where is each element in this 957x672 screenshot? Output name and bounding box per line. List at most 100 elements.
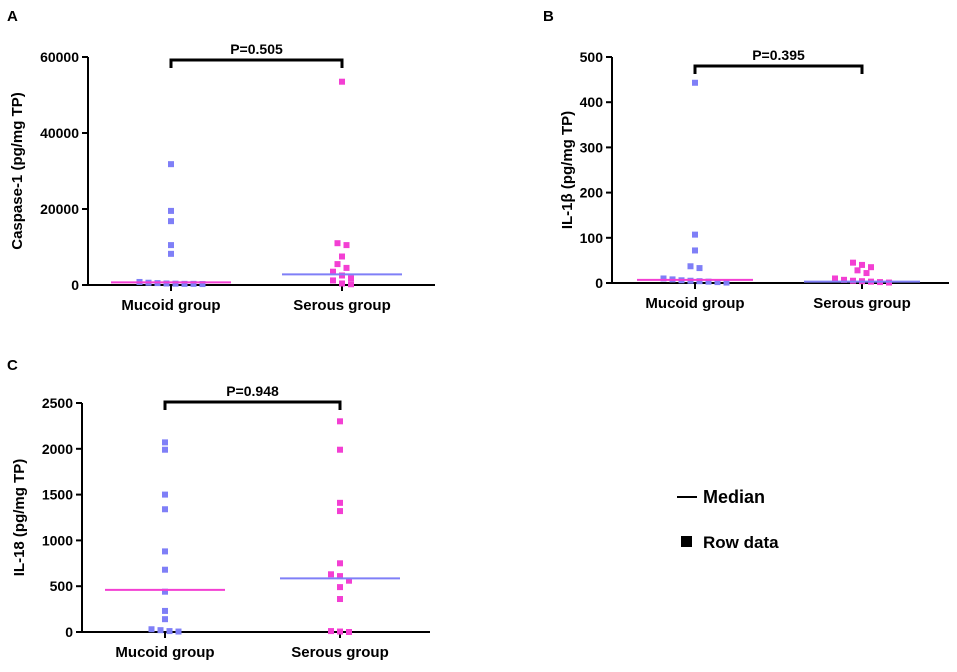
significance-bracket	[169, 58, 344, 68]
data-point-serous	[337, 508, 343, 515]
data-point-serous	[841, 276, 847, 283]
data-point-serous	[330, 277, 336, 284]
data-point-serous	[854, 267, 861, 274]
y-tick-label: 100	[580, 230, 604, 246]
data-point-serous	[339, 78, 345, 85]
x-category-label: Serous group	[291, 644, 389, 661]
data-point-mucoid	[162, 607, 168, 614]
data-point-mucoid	[168, 207, 174, 214]
data-point-serous	[850, 259, 856, 266]
data-point-serous	[343, 264, 350, 271]
x-category-label: Mucoid group	[121, 297, 220, 314]
y-tick-label: 500	[50, 578, 74, 594]
data-point-serous	[334, 261, 341, 268]
data-point-mucoid	[660, 275, 667, 282]
y-tick-label: 500	[580, 49, 604, 65]
data-point-serous	[346, 629, 352, 635]
significance-bracket	[163, 400, 342, 410]
data-point-serous	[346, 577, 352, 584]
data-point-mucoid	[162, 588, 168, 595]
y-axis-title: Caspase-1 (pg/mg TP)	[9, 92, 26, 250]
data-point-mucoid	[168, 250, 174, 257]
data-point-serous	[337, 418, 343, 425]
data-point-mucoid	[166, 628, 173, 635]
y-tick-label: 200	[580, 185, 604, 201]
legend-median-label: Median	[703, 487, 765, 507]
data-point-mucoid	[162, 506, 168, 513]
data-point-mucoid	[199, 281, 206, 288]
y-tick-label: 20000	[40, 201, 79, 217]
p-value-label: P=0.948	[226, 383, 279, 399]
data-point-serous	[868, 264, 874, 271]
x-category-label: Mucoid group	[645, 295, 744, 312]
y-tick-label: 0	[65, 624, 73, 640]
data-point-mucoid	[172, 280, 179, 287]
data-point-serous	[337, 596, 343, 603]
y-tick-label: 300	[580, 139, 604, 155]
panel-b: B 0 100 200 300 400 500 Mucoid group Serous grou…	[543, 8, 949, 312]
panel-a: A 0 20000 40000 60000 Mucoid group Serous grou…	[7, 8, 435, 314]
data-point-serous	[328, 571, 334, 578]
data-point-serous	[339, 253, 345, 260]
data-point-mucoid	[168, 242, 174, 249]
y-tick-label: 60000	[40, 49, 79, 65]
data-point-mucoid	[723, 279, 730, 286]
data-point-mucoid	[696, 278, 703, 285]
data-point-mucoid	[705, 278, 712, 285]
data-point-serous	[328, 628, 334, 635]
y-axis-title: IL-18 (pg/mg TP)	[11, 459, 28, 577]
panel-letter: C	[7, 357, 18, 374]
y-tick-label: 2000	[42, 441, 73, 457]
data-point-serous	[863, 270, 870, 277]
x-category-label: Serous group	[293, 297, 391, 314]
p-value-label: P=0.505	[230, 41, 283, 57]
data-point-mucoid	[175, 628, 182, 635]
legend-rowdata-label: Row data	[703, 533, 779, 552]
x-category-label: Mucoid group	[115, 644, 214, 661]
panel-letter: B	[543, 8, 554, 25]
data-point-mucoid	[696, 265, 703, 272]
data-point-serous	[832, 275, 838, 282]
data-point-serous	[339, 280, 345, 287]
y-tick-label: 0	[595, 275, 603, 291]
x-category-label: Serous group	[813, 295, 911, 312]
p-value-label: P=0.395	[752, 47, 805, 63]
data-point-mucoid	[168, 161, 174, 168]
data-point-mucoid	[162, 491, 168, 498]
data-point-serous	[348, 275, 354, 282]
data-point-mucoid	[162, 566, 168, 573]
y-tick-label: 1500	[42, 487, 73, 503]
data-point-mucoid	[714, 279, 721, 286]
data-point-serous	[859, 261, 865, 268]
data-point-serous	[337, 573, 343, 580]
data-point-serous	[330, 268, 336, 275]
data-point-mucoid	[168, 218, 174, 225]
y-axis-title: IL-1β (pg/mg TP)	[559, 111, 576, 229]
data-point-mucoid	[157, 627, 164, 634]
data-point-mucoid	[692, 79, 698, 86]
data-point-mucoid	[692, 231, 698, 238]
y-tick-label: 2500	[42, 395, 73, 411]
data-point-mucoid	[162, 548, 168, 555]
data-point-mucoid	[687, 263, 694, 270]
y-tick-label: 1000	[42, 532, 73, 548]
panel-letter: A	[7, 8, 18, 25]
data-point-serous	[348, 281, 354, 288]
significance-bracket	[693, 64, 864, 74]
data-point-serous	[337, 584, 343, 591]
data-point-mucoid	[148, 626, 155, 633]
y-tick-label: 400	[580, 94, 604, 110]
data-point-mucoid	[162, 439, 168, 446]
data-point-mucoid	[162, 616, 168, 623]
legend-rowdata-square-icon	[681, 536, 692, 547]
panel-c: C 0 500 1000 1500 2000 2500 Mucoid group Serous …	[7, 357, 430, 661]
data-point-serous	[337, 446, 343, 453]
data-point-serous	[334, 240, 341, 247]
data-point-mucoid	[190, 280, 197, 287]
data-point-mucoid	[163, 280, 170, 287]
data-point-mucoid	[692, 247, 698, 254]
y-tick-label: 40000	[40, 125, 79, 141]
y-tick-label: 0	[71, 277, 79, 293]
data-point-serous	[337, 560, 343, 567]
